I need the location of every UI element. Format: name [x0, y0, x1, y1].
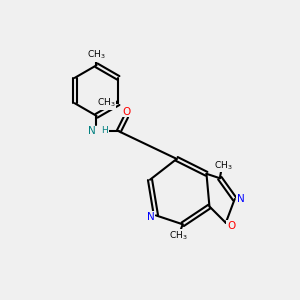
Text: O: O	[122, 107, 130, 117]
Text: N: N	[147, 212, 154, 222]
Text: CH$_3$: CH$_3$	[169, 230, 188, 242]
Text: CH$_3$: CH$_3$	[97, 97, 115, 110]
Text: CH$_3$: CH$_3$	[214, 160, 232, 172]
Text: O: O	[227, 221, 235, 231]
Text: CH$_3$: CH$_3$	[87, 49, 106, 61]
Text: N: N	[237, 194, 244, 204]
Text: N: N	[88, 126, 96, 136]
Text: H: H	[101, 126, 108, 135]
